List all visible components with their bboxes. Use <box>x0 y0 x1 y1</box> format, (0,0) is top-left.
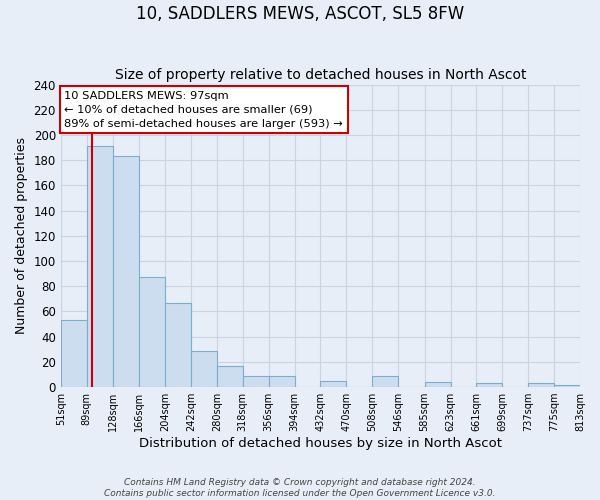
Bar <box>243 376 269 387</box>
Bar <box>372 376 398 387</box>
X-axis label: Distribution of detached houses by size in North Ascot: Distribution of detached houses by size … <box>139 437 502 450</box>
Bar <box>165 302 191 387</box>
Text: 10, SADDLERS MEWS, ASCOT, SL5 8FW: 10, SADDLERS MEWS, ASCOT, SL5 8FW <box>136 5 464 23</box>
Bar <box>217 366 243 387</box>
Bar <box>269 376 295 387</box>
Bar <box>476 384 502 387</box>
Text: 10 SADDLERS MEWS: 97sqm
← 10% of detached houses are smaller (69)
89% of semi-de: 10 SADDLERS MEWS: 97sqm ← 10% of detache… <box>64 91 343 129</box>
Title: Size of property relative to detached houses in North Ascot: Size of property relative to detached ho… <box>115 68 526 82</box>
Bar <box>61 320 86 387</box>
Bar <box>86 146 113 387</box>
Bar <box>113 156 139 387</box>
Bar <box>320 381 346 387</box>
Bar <box>528 384 554 387</box>
Bar <box>554 384 580 387</box>
Bar <box>425 382 451 387</box>
Text: Contains HM Land Registry data © Crown copyright and database right 2024.
Contai: Contains HM Land Registry data © Crown c… <box>104 478 496 498</box>
Y-axis label: Number of detached properties: Number of detached properties <box>15 138 28 334</box>
Bar <box>191 350 217 387</box>
Bar <box>139 278 165 387</box>
